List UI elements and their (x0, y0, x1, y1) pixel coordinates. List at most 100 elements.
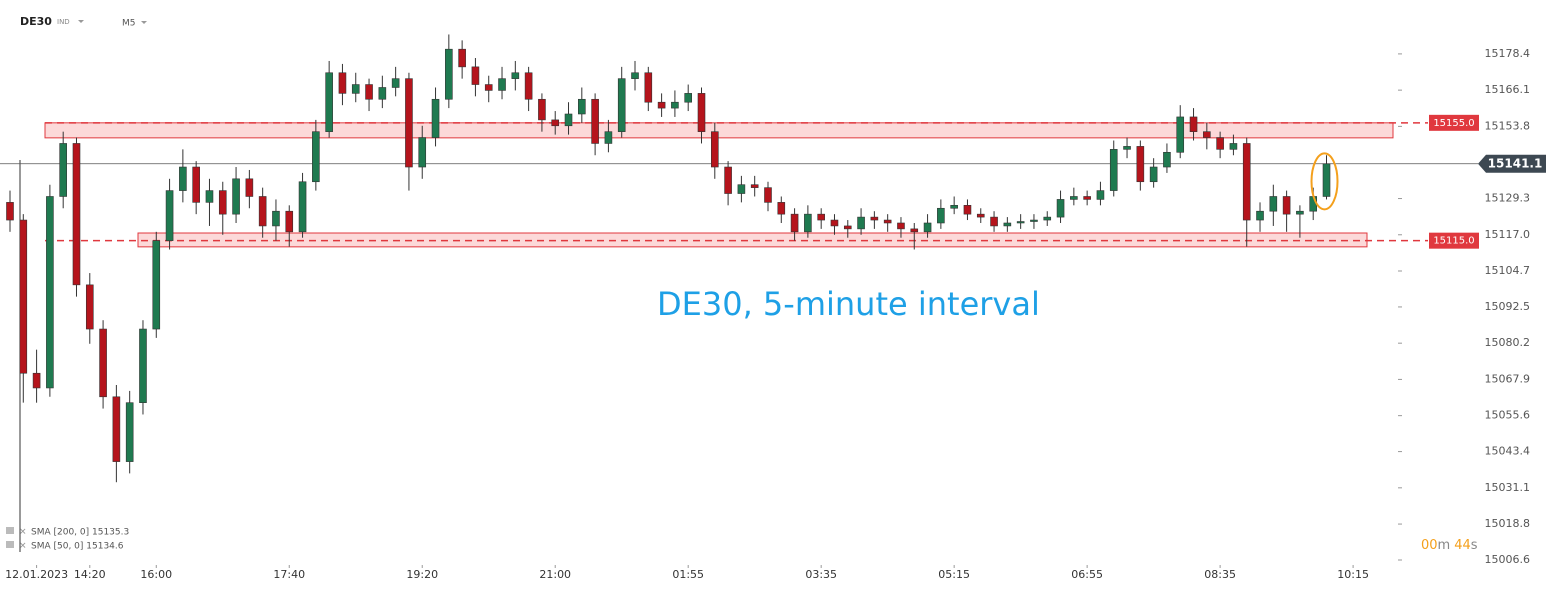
indicator-remove[interactable]: ✕ (19, 528, 27, 538)
candle-body (338, 72, 347, 94)
x-tick-label: 19:20 (406, 568, 438, 581)
candle-body (578, 98, 586, 115)
indicator-label: SMA [200, 0] 15135.3 (31, 528, 129, 538)
candle-body (657, 101, 666, 109)
candle-body (112, 396, 121, 462)
x-tick-label: 17:40 (273, 568, 305, 581)
y-tick-label: 15117.0 (1485, 228, 1531, 241)
candle-body (1016, 221, 1025, 224)
candle-body (205, 190, 214, 203)
y-tick-label: 15178.4 (1485, 47, 1531, 60)
timeframe[interactable]: M5 (122, 19, 136, 29)
candle-body (46, 196, 54, 389)
candle-body (445, 48, 453, 100)
x-tick-label: 12.01.2023 (5, 568, 68, 581)
y-tick-label: 15006.6 (1485, 553, 1531, 566)
candle-body (724, 166, 732, 194)
indicator-icon[interactable] (6, 541, 14, 548)
timer-unit: m (1438, 538, 1451, 553)
candle-body (125, 402, 134, 462)
candle-body (631, 72, 639, 79)
candle-body (1216, 137, 1224, 150)
highlight (1310, 152, 1339, 211)
last-price-label: 15141.1 (1488, 156, 1543, 170)
dropdown-arrow[interactable] (78, 20, 84, 23)
y-tick-label: 15092.5 (1485, 300, 1531, 313)
x-tick-label: 14:20 (74, 568, 106, 581)
candle-body (471, 66, 480, 85)
y-tick-label: 15153.8 (1485, 119, 1531, 132)
candle-body (737, 184, 746, 194)
candle-body (1176, 116, 1185, 153)
candle-body (910, 228, 919, 233)
level-tag-label: 15115.0 (1433, 236, 1474, 247)
candle-body (817, 213, 825, 221)
y-tick-label: 15018.8 (1485, 517, 1531, 530)
candle-body (923, 222, 932, 233)
candle-body (165, 190, 174, 241)
candle-body (750, 184, 759, 188)
candle-body (312, 131, 320, 183)
candle-body (950, 205, 958, 209)
y-tick-label: 15166.1 (1485, 83, 1531, 96)
candle-body (937, 207, 945, 224)
y-tick-label: 15043.4 (1485, 445, 1531, 458)
candle-body (1070, 196, 1078, 200)
candle-body (1123, 146, 1131, 150)
candle-body (1056, 199, 1065, 218)
candle-body (777, 202, 786, 215)
candle-body (524, 72, 533, 100)
candle-body (671, 101, 679, 109)
candle-body (617, 78, 626, 132)
candle-body (870, 216, 879, 221)
candle-body (1269, 196, 1278, 212)
y-tick-label: 15031.1 (1485, 481, 1531, 494)
candle-body (152, 240, 161, 330)
candle-body (232, 178, 240, 215)
x-tick-label: 08:35 (1204, 568, 1236, 581)
level-tag (1429, 232, 1479, 249)
symbol[interactable]: DE30 (20, 15, 52, 28)
y-tick-label: 15104.7 (1485, 264, 1531, 277)
candle-body (1163, 151, 1171, 168)
annotation: DE30, 5-minute interval (657, 285, 1040, 323)
y-tick-label: 15067.9 (1485, 372, 1531, 385)
candle-body (72, 143, 81, 286)
candle-body (843, 225, 852, 230)
candle-body (857, 216, 865, 230)
candle-body (976, 213, 985, 218)
y-tick-label: 15080.2 (1485, 336, 1531, 349)
candle-body (897, 222, 905, 230)
x-tick-label: 03:35 (805, 568, 837, 581)
candle-body (85, 284, 94, 330)
candle-body (405, 78, 413, 168)
candle-body (684, 93, 692, 103)
indicator-icon[interactable] (6, 527, 14, 534)
candle-body (272, 210, 280, 227)
indicator-remove[interactable]: ✕ (19, 542, 27, 552)
x-tick-label: 01:55 (672, 568, 704, 581)
candle-body (32, 372, 41, 389)
candle-body (644, 72, 653, 103)
candle-body (498, 78, 506, 91)
candle-body (1083, 196, 1091, 200)
y-tick-label: 15055.6 (1485, 409, 1531, 422)
candle-body (591, 98, 599, 144)
candle-body (1149, 166, 1158, 183)
timer-minutes: 00 (1421, 538, 1438, 553)
candle-body (1296, 210, 1304, 215)
timer: 00m 44s (1421, 538, 1478, 553)
candle-body (6, 202, 14, 221)
candle-body (192, 166, 200, 203)
candle-body (431, 98, 440, 138)
candle-body (538, 98, 546, 121)
indicator-legend: ✕ SMA [200, 0] 15135.3 ✕ SMA [50, 0] 151… (6, 527, 129, 552)
candle-body (1256, 210, 1264, 221)
x-tick-label: 10:15 (1337, 568, 1369, 581)
dropdown-arrow[interactable] (141, 21, 147, 24)
candle-body (1003, 222, 1012, 227)
candle-body (1136, 146, 1145, 183)
candle-body (1043, 216, 1052, 221)
